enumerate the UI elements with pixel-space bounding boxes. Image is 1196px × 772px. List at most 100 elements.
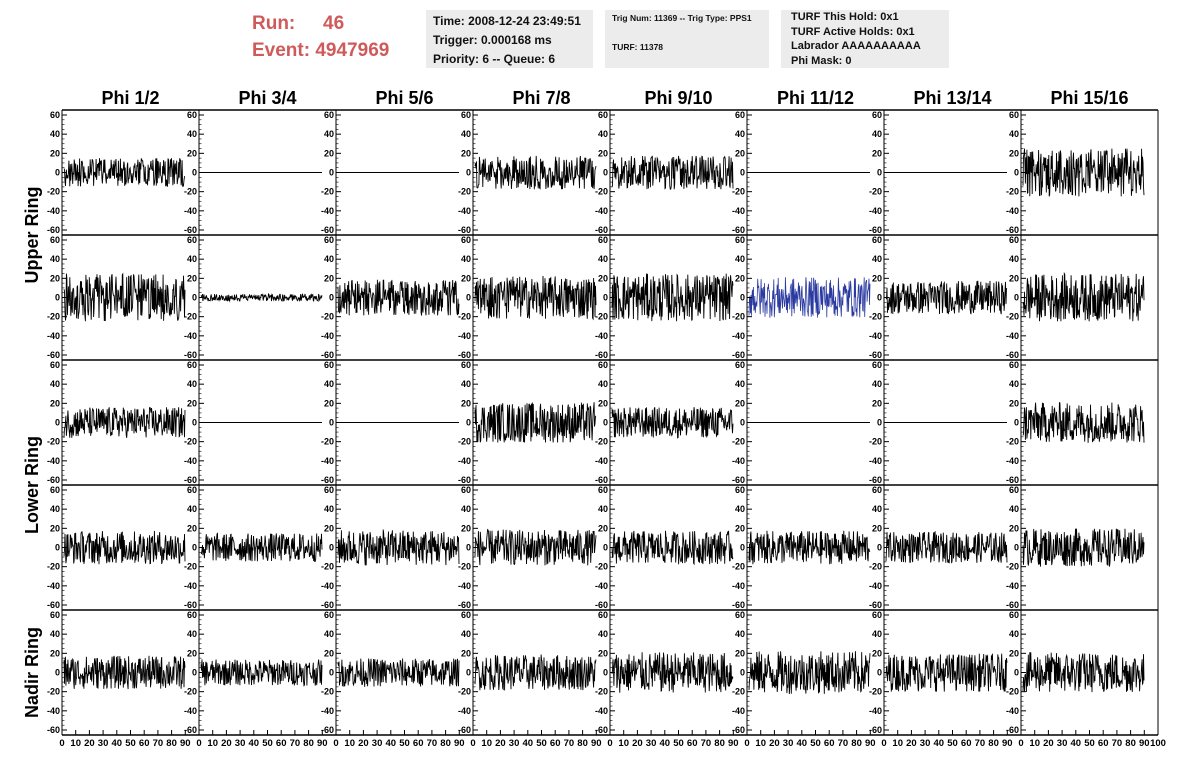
turf-active-text: TURF Active Holds: 0x1 bbox=[791, 25, 915, 38]
y-tick-label: -20 bbox=[595, 312, 608, 322]
y-tick-label: 40 bbox=[598, 129, 608, 139]
y-tick-label: -60 bbox=[1006, 225, 1019, 235]
y-tick-label: -40 bbox=[732, 456, 745, 466]
x-tick-label: 70 bbox=[564, 738, 575, 749]
y-tick-label: 20 bbox=[735, 398, 745, 408]
y-tick-label: -20 bbox=[321, 187, 334, 197]
y-tick-label: 40 bbox=[598, 254, 608, 264]
y-tick-label: 60 bbox=[187, 610, 197, 620]
x-tick-label: 10 bbox=[344, 738, 355, 749]
x-tick-label: 20 bbox=[906, 738, 917, 749]
waveform-trace bbox=[1022, 528, 1145, 567]
y-tick-label: 60 bbox=[735, 485, 745, 495]
y-tick-label: 0 bbox=[877, 668, 882, 678]
x-tick-label: 90 bbox=[591, 738, 602, 749]
y-tick-label: 60 bbox=[1009, 610, 1019, 620]
x-tick-label: 50 bbox=[947, 738, 958, 749]
trig-num-panel: Trig Num: 11369 -- Trig Type: PPS1 TURF:… bbox=[605, 10, 769, 68]
y-tick-label: 0 bbox=[466, 543, 471, 553]
x-tick-label: 40 bbox=[1071, 738, 1082, 749]
y-tick-label: 60 bbox=[872, 235, 882, 245]
y-tick-label: -40 bbox=[47, 331, 60, 341]
y-tick-label: 0 bbox=[192, 293, 197, 303]
y-tick-label: 20 bbox=[872, 648, 882, 658]
y-tick-label: 60 bbox=[461, 610, 471, 620]
y-tick-label: -60 bbox=[458, 350, 471, 360]
phi-mask-text: Phi Mask: 0 bbox=[791, 54, 852, 67]
x-tick-label: 80 bbox=[1125, 738, 1136, 749]
waveform-trace bbox=[474, 528, 597, 566]
y-tick-label: -20 bbox=[458, 437, 471, 447]
y-tick-label: 20 bbox=[872, 273, 882, 283]
y-tick-label: 60 bbox=[1009, 235, 1019, 245]
x-tick-label: 20 bbox=[1043, 738, 1054, 749]
y-tick-label: 60 bbox=[187, 360, 197, 370]
priority-text: Priority: 6 -- Queue: 6 bbox=[433, 52, 556, 66]
y-tick-label: -40 bbox=[458, 206, 471, 216]
y-tick-label: -60 bbox=[47, 225, 60, 235]
waveform-trace bbox=[1022, 148, 1145, 197]
y-tick-label: 0 bbox=[329, 543, 334, 553]
run-label: Run: bbox=[252, 13, 296, 34]
y-tick-label: 20 bbox=[735, 523, 745, 533]
x-tick-label: 30 bbox=[1057, 738, 1068, 749]
waveform-trace bbox=[63, 406, 186, 438]
x-tick-label: 60 bbox=[550, 738, 561, 749]
waveform-trace bbox=[63, 530, 186, 565]
x-tick-label: 90 bbox=[1002, 738, 1013, 749]
y-tick-label: -60 bbox=[1006, 475, 1019, 485]
y-tick-label: 60 bbox=[50, 610, 60, 620]
y-tick-label: 0 bbox=[192, 668, 197, 678]
y-tick-label: 20 bbox=[872, 398, 882, 408]
y-tick-label: 60 bbox=[50, 110, 60, 120]
x-tick-label: 20 bbox=[495, 738, 506, 749]
x-tick-label: 30 bbox=[920, 738, 931, 749]
y-tick-label: -40 bbox=[458, 581, 471, 591]
y-tick-label: 60 bbox=[324, 485, 334, 495]
x-tick-label: 40 bbox=[249, 738, 260, 749]
y-tick-label: 20 bbox=[324, 398, 334, 408]
x-tick-label: 70 bbox=[427, 738, 438, 749]
waveform-trace bbox=[200, 659, 323, 687]
x-tick-label: 0 bbox=[881, 738, 886, 749]
x-tick-label: 0 bbox=[196, 738, 201, 749]
y-tick-label: 60 bbox=[461, 360, 471, 370]
x-tick-label: 40 bbox=[934, 738, 945, 749]
y-tick-label: -20 bbox=[1006, 187, 1019, 197]
y-tick-label: -60 bbox=[321, 600, 334, 610]
y-tick-label: -60 bbox=[1006, 600, 1019, 610]
y-tick-label: -60 bbox=[869, 725, 882, 735]
y-tick-label: 20 bbox=[872, 523, 882, 533]
x-tick-label: 50 bbox=[262, 738, 273, 749]
y-tick-label: 60 bbox=[1009, 485, 1019, 495]
y-tick-label: -60 bbox=[732, 225, 745, 235]
y-tick-label: -40 bbox=[1006, 706, 1019, 716]
y-tick-label: 60 bbox=[50, 235, 60, 245]
y-tick-label: 40 bbox=[461, 629, 471, 639]
y-tick-label: 0 bbox=[740, 418, 745, 428]
x-tick-label: 90 bbox=[865, 738, 876, 749]
y-tick-label: 40 bbox=[461, 129, 471, 139]
y-tick-label: 40 bbox=[50, 629, 60, 639]
event-label: Event: bbox=[252, 40, 311, 61]
x-tick-label: 30 bbox=[235, 738, 246, 749]
y-tick-label: -60 bbox=[869, 225, 882, 235]
waveform-trace bbox=[748, 277, 871, 318]
x-tick-label: 50 bbox=[125, 738, 136, 749]
y-tick-label: 60 bbox=[598, 235, 608, 245]
waveform-trace bbox=[1022, 401, 1145, 443]
y-tick-label: 20 bbox=[1009, 273, 1019, 283]
y-tick-label: -40 bbox=[184, 206, 197, 216]
y-tick-label: 40 bbox=[1009, 379, 1019, 389]
y-tick-label: -60 bbox=[184, 725, 197, 735]
x-tick-label: 0 bbox=[333, 738, 338, 749]
y-tick-label: 60 bbox=[872, 110, 882, 120]
y-tick-label: -40 bbox=[595, 706, 608, 716]
waveform-trace bbox=[611, 530, 734, 566]
y-tick-label: -40 bbox=[869, 331, 882, 341]
y-tick-label: -40 bbox=[869, 706, 882, 716]
y-tick-label: -20 bbox=[47, 187, 60, 197]
y-tick-label: 60 bbox=[50, 485, 60, 495]
y-tick-label: 60 bbox=[735, 360, 745, 370]
y-tick-label: 20 bbox=[187, 523, 197, 533]
